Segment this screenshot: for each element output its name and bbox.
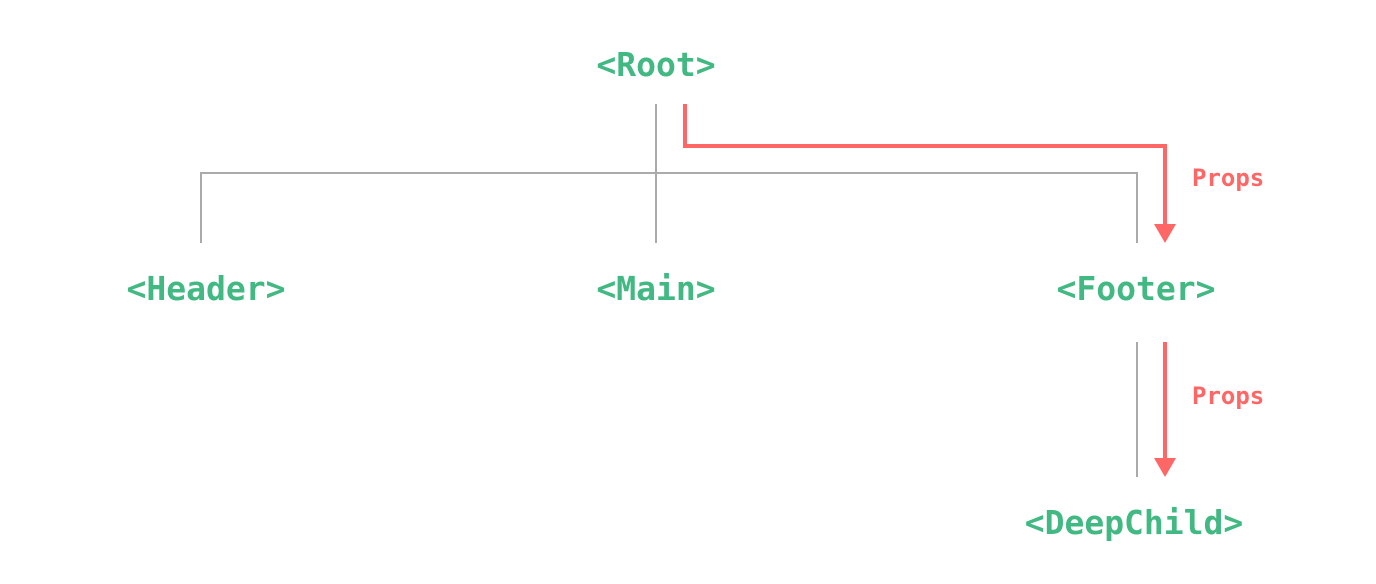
node-footer: <Footer> (1057, 269, 1216, 308)
props-label-1: Props (1192, 164, 1264, 192)
props-label-2: Props (1192, 382, 1264, 410)
arrowhead-icon (1154, 224, 1176, 243)
node-header: <Header> (127, 269, 286, 308)
props-arrow-root-to-footer (683, 104, 1167, 226)
arrowhead-icon (1154, 458, 1176, 477)
node-main: <Main> (596, 269, 715, 308)
node-root: <Root> (596, 45, 715, 84)
node-deepchild: <DeepChild> (1025, 503, 1244, 542)
